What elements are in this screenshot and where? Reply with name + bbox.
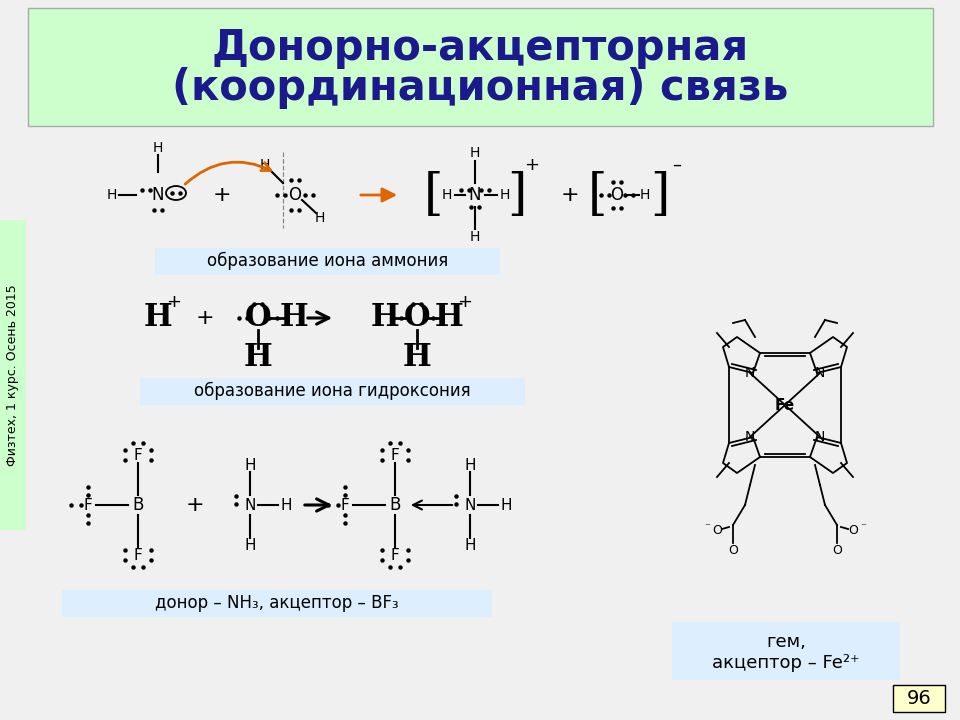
Text: ]: ]: [507, 170, 527, 220]
Text: Физтех, 1 курс. Осень 2015: Физтех, 1 курс. Осень 2015: [7, 284, 19, 466]
Bar: [0, 220, 26, 530]
Text: (координационная) связь: (координационная) связь: [172, 67, 788, 109]
Bar: [140, 378, 525, 405]
Text: H: H: [244, 457, 255, 472]
Text: O: O: [832, 544, 842, 557]
Text: H: H: [500, 498, 512, 513]
Text: H: H: [469, 230, 480, 244]
Text: H: H: [244, 538, 255, 552]
Text: B: B: [132, 496, 144, 514]
Text: H: H: [465, 538, 476, 552]
Text: H: H: [280, 498, 292, 513]
Text: H: H: [315, 211, 325, 225]
Text: N: N: [815, 430, 826, 444]
Text: H: H: [279, 302, 308, 333]
Text: O: O: [611, 186, 623, 204]
Text: Донорно-акцепторная: Донорно-акцепторная: [211, 27, 749, 69]
Text: H: H: [107, 188, 117, 202]
Text: O: O: [289, 186, 301, 204]
FancyArrowPatch shape: [185, 162, 271, 184]
Text: +: +: [185, 495, 204, 515]
Text: F: F: [391, 547, 399, 562]
Text: F: F: [341, 498, 349, 513]
Text: N: N: [244, 498, 255, 513]
Text: B: B: [390, 496, 400, 514]
Bar: [62, 590, 492, 617]
Text: ]: ]: [650, 170, 670, 220]
Text: N: N: [745, 366, 756, 380]
Text: [: [: [423, 170, 443, 220]
Text: H: H: [402, 343, 431, 374]
Text: акцептор – Fe²⁺: акцептор – Fe²⁺: [712, 654, 860, 672]
Text: +: +: [561, 185, 579, 205]
Text: H: H: [469, 146, 480, 160]
Text: +: +: [458, 293, 472, 311]
Bar: [28, 8, 933, 126]
Text: H: H: [144, 302, 173, 333]
Text: +: +: [524, 156, 540, 174]
Text: H: H: [260, 158, 270, 172]
Text: H: H: [442, 188, 452, 202]
Text: H: H: [371, 302, 399, 333]
Text: F: F: [133, 547, 142, 562]
Text: H: H: [435, 302, 464, 333]
Text: O: O: [712, 523, 722, 536]
Text: F: F: [391, 448, 399, 462]
Text: Fe: Fe: [775, 397, 795, 413]
Text: N: N: [152, 186, 164, 204]
Text: N: N: [468, 186, 481, 204]
Text: N: N: [465, 498, 476, 513]
Text: +: +: [213, 185, 231, 205]
Text: +: +: [196, 308, 214, 328]
Text: O: O: [848, 523, 858, 536]
Bar: [893, 685, 945, 712]
Text: H: H: [500, 188, 510, 202]
Text: гем,: гем,: [766, 633, 806, 651]
Text: 96: 96: [906, 688, 931, 708]
Bar: [672, 622, 900, 680]
Text: донор – NH₃, акцептор – BF₃: донор – NH₃, акцептор – BF₃: [156, 594, 398, 612]
Text: H: H: [465, 457, 476, 472]
Text: O: O: [728, 544, 738, 557]
Text: образование иона гидроксония: образование иона гидроксония: [194, 382, 470, 400]
Bar: [155, 248, 500, 275]
Text: [: [: [588, 170, 608, 220]
Text: O: O: [404, 302, 430, 333]
Text: O: O: [245, 302, 272, 333]
Text: –: –: [673, 156, 682, 174]
Text: +: +: [166, 293, 181, 311]
Text: ⁻: ⁻: [704, 522, 710, 532]
Text: N: N: [815, 366, 826, 380]
Text: N: N: [745, 430, 756, 444]
Text: образование иона аммония: образование иона аммония: [207, 252, 448, 270]
Text: H: H: [639, 188, 650, 202]
Text: F: F: [84, 498, 92, 513]
Text: H: H: [153, 141, 163, 155]
Text: F: F: [133, 448, 142, 462]
Text: H: H: [244, 343, 273, 374]
Text: ⁻: ⁻: [860, 522, 866, 532]
